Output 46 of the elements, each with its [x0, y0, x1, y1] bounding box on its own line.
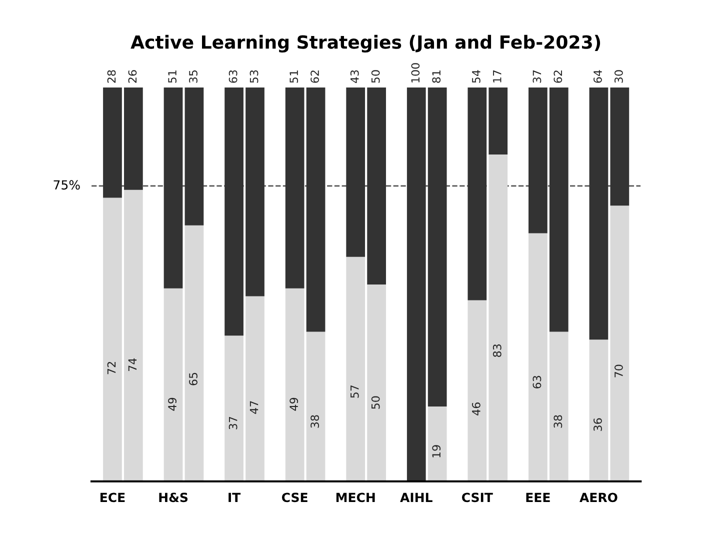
x-tick-label: AERO	[580, 492, 618, 502]
data-label: 50	[371, 70, 380, 83]
chart-title: Active Learning Strategies (Jan and Feb-2023)	[130, 34, 600, 53]
x-tick-label: AIHL	[400, 492, 432, 502]
x-tick-label: ECE	[100, 492, 125, 502]
data-label: 38	[554, 415, 562, 428]
data-label: 26	[128, 70, 137, 83]
data-label: 38	[310, 415, 320, 428]
data-label: 30	[614, 70, 623, 83]
data-label: 37	[532, 70, 542, 83]
data-label: 74	[128, 358, 137, 371]
data-label: 50	[371, 396, 380, 409]
x-tick-label: H&S	[159, 492, 188, 502]
data-label: 49	[290, 398, 298, 411]
x-tick-label: IT	[228, 492, 241, 502]
data-label: 36	[594, 418, 602, 431]
data-label: 65	[189, 372, 198, 386]
data-label: 70	[614, 364, 623, 378]
data-label: 28	[107, 70, 116, 83]
data-label: 19	[432, 445, 441, 458]
data-label: 47	[250, 401, 258, 414]
x-tick-label: EEE	[526, 492, 550, 502]
data-label: 62	[310, 70, 320, 83]
data-label: 63	[228, 70, 238, 83]
data-label: 17	[493, 70, 502, 82]
data-label: 49	[168, 398, 176, 411]
data-label: 100	[411, 63, 420, 82]
data-label: 81	[432, 70, 441, 83]
data-label: 35	[189, 70, 198, 83]
data-label: 62	[554, 70, 562, 83]
ref-line-label: 75%	[54, 180, 80, 190]
data-label: 51	[168, 70, 176, 83]
data-label: 46	[472, 402, 480, 416]
data-label: 51	[290, 70, 298, 83]
data-label: 43	[350, 70, 359, 84]
data-label: 54	[472, 70, 480, 83]
x-tick-label: CSE	[282, 492, 308, 502]
data-label: 53	[250, 70, 258, 83]
data-label: 63	[532, 376, 542, 388]
data-label: 72	[107, 362, 116, 374]
x-tick-label: MECH	[336, 492, 375, 502]
data-label: 57	[350, 385, 359, 398]
data-label: 64	[594, 70, 602, 83]
data-label: 83	[492, 344, 502, 357]
x-tick-label: CSIT	[462, 492, 493, 502]
data-label: 37	[228, 416, 238, 430]
